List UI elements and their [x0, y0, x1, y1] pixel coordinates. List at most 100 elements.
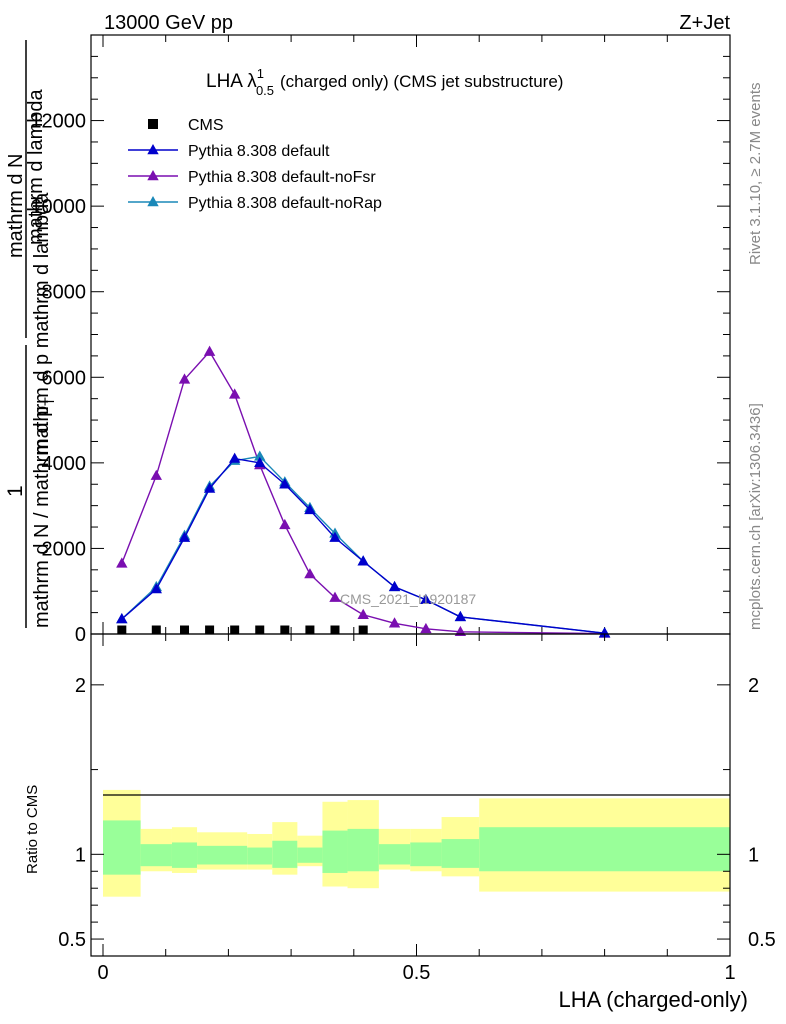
watermark: CMS_2021_I1920187: [340, 591, 476, 607]
ratio-ylabel: Ratio to CMS: [24, 785, 41, 874]
x-tick-label: 0.5: [403, 962, 431, 984]
ylabel-line4: mathrm d lambda: [25, 89, 47, 245]
legend-entry: CMS: [148, 117, 224, 134]
series-line: [121, 350, 605, 635]
title-sub: 0.5: [256, 83, 274, 98]
main-ytick-label: 2000: [42, 538, 87, 560]
series-point: [420, 622, 432, 634]
cms-point: [305, 625, 315, 635]
ratio-ytick-label: 0.5: [58, 929, 86, 951]
ylabel-line2: mathrm d N: [5, 154, 27, 258]
ratio-band-inner: [103, 820, 141, 875]
legend-marker: [147, 196, 159, 207]
series-point: [420, 593, 432, 604]
series-point: [598, 627, 611, 638]
legend-marker: [147, 170, 159, 181]
ratio-ytick-label-right: 1: [748, 844, 759, 866]
ratio-ytick-label-right: 0.5: [748, 929, 776, 951]
ratio-axes: 0.5 0.5 1 1 2 2 0 0.5 1: [58, 634, 776, 984]
series-1: [116, 452, 611, 638]
ratio-band-inner: [247, 847, 273, 865]
series-point: [150, 583, 162, 594]
main-ytick-label: 12000: [30, 111, 86, 133]
cms-point: [358, 625, 368, 635]
series-point: [254, 456, 266, 468]
legend-entry: Pythia 8.308 default-noFsr: [128, 169, 376, 186]
ylabel-line1-text: mathrm d N / mathrm d p: [31, 406, 53, 628]
legend-label: Pythia 8.308 default-noFsr: [188, 169, 376, 186]
main-series-group: [116, 345, 611, 638]
header-right: Z+Jet: [679, 12, 730, 34]
series-point: [116, 613, 128, 624]
series-point: [150, 469, 162, 480]
series-0: [117, 625, 368, 635]
series-point: [254, 450, 266, 461]
title-rest: (charged only) (CMS jet substructure): [280, 72, 563, 91]
ylabel-line3: mathrm d p mathrm d lambda: [31, 192, 53, 455]
series-point: [388, 617, 401, 628]
series-point: [178, 531, 191, 542]
main-ytick-label: 6000: [42, 367, 87, 389]
ylabel-line1: mathrm d N / mathrm d pT: [31, 397, 57, 628]
main-ytick-label: 0: [75, 624, 86, 646]
ratio-band-inner: [479, 827, 730, 872]
main-axes: 0 2000 4000 6000 8000 10000 12000: [30, 35, 731, 646]
ylabel-sub: T: [41, 397, 57, 406]
cms-point: [151, 625, 161, 635]
cms-point: [330, 625, 340, 635]
title-sup: 1: [257, 66, 264, 81]
main-ytick-label: 10000: [30, 196, 86, 218]
title-main: LHA λ: [206, 71, 257, 92]
ratio-plot-frame: [90, 633, 731, 957]
ratio-band-inner: [297, 847, 323, 863]
header-left: 13000 GeV pp: [104, 12, 233, 34]
legend-label: CMS: [188, 117, 224, 134]
ratio-band-inner: [171, 842, 198, 868]
series-line: [121, 457, 605, 634]
series-point: [228, 388, 241, 399]
series-point: [116, 557, 128, 568]
series-point: [279, 478, 291, 489]
legend-marker: [148, 119, 158, 129]
legend-label: Pythia 8.308 default: [188, 143, 330, 160]
series-point: [454, 610, 467, 622]
cms-point: [230, 625, 240, 635]
legend-entry: Pythia 8.308 default: [128, 143, 330, 160]
main-plot-frame: [90, 34, 731, 635]
series-point: [329, 531, 341, 542]
ratio-ytick-label: 1: [75, 844, 86, 866]
cms-point: [180, 625, 190, 635]
series-point: [357, 555, 369, 566]
legend: CMS Pythia 8.308 default Pythia 8.308 defa…: [128, 117, 382, 212]
ratio-band-inner: [441, 839, 480, 868]
x-tick-label: 1: [724, 962, 735, 984]
series-point: [203, 482, 216, 493]
ratio-band-inner: [140, 844, 172, 867]
ratio-band-inner: [410, 842, 442, 867]
mcplots-label: mcplots.cern.ch [arXiv:1306.3436]: [747, 403, 764, 630]
legend-entry: Pythia 8.308 default-noRap: [128, 195, 382, 212]
ratio-ytick-label-right: 2: [748, 675, 759, 697]
series-point: [329, 591, 341, 602]
x-axis-label: LHA (charged-only): [558, 987, 748, 1012]
ratio-band-inner: [378, 844, 411, 865]
main-ytick-label: 8000: [42, 282, 87, 304]
cms-point: [280, 625, 290, 635]
series-point: [388, 580, 401, 592]
cms-point: [205, 625, 215, 635]
plot-title: LHA λ1 0.5 (charged only) (CMS jet substru…: [206, 66, 563, 98]
series-point: [203, 345, 216, 356]
series-point: [228, 452, 241, 463]
series-point: [178, 373, 191, 384]
ratio-band-inner: [347, 828, 379, 872]
ratio-ytick-label: 2: [75, 675, 86, 697]
series-point: [279, 518, 291, 530]
ratio-band-inner: [272, 840, 298, 868]
cms-point: [255, 625, 265, 635]
ylabel-numerator: 1: [4, 485, 27, 497]
ratio-band-inner: [197, 845, 248, 865]
cms-point: [117, 625, 127, 635]
main-ylabel: 1 mathrm d N / mathrm d pT mathrm d N ma…: [4, 40, 57, 628]
rivet-label: Rivet 3.1.10, ≥ 2.7M events: [747, 83, 764, 266]
